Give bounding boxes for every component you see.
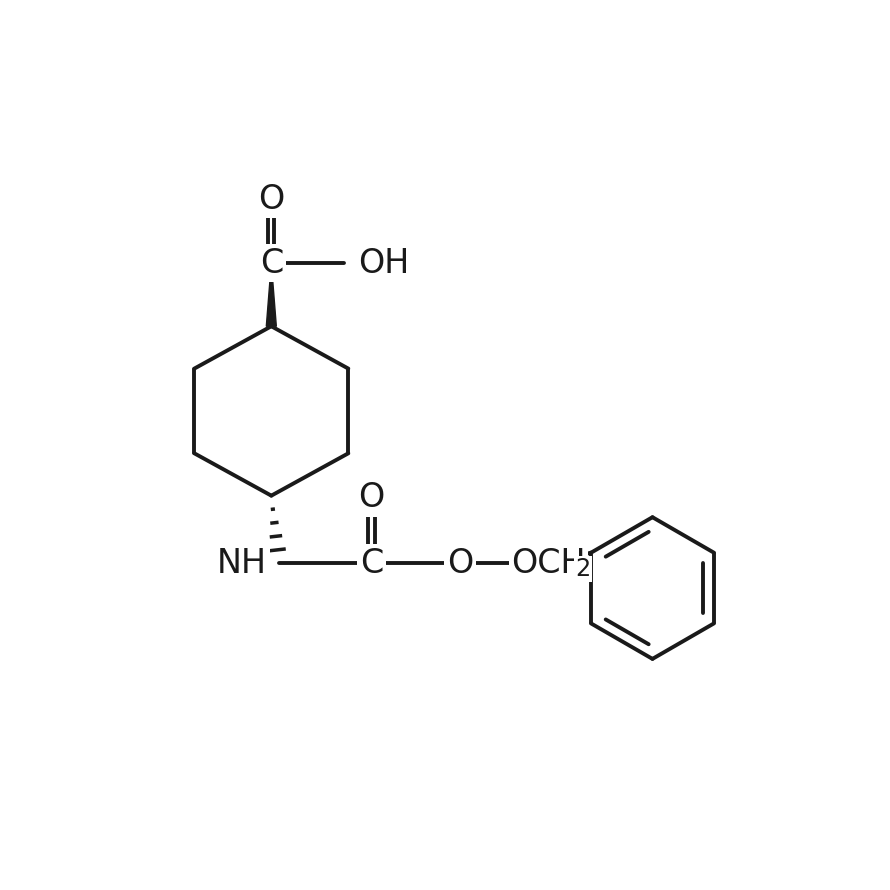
Text: OH: OH xyxy=(359,247,409,279)
Text: O: O xyxy=(359,481,384,514)
Text: C: C xyxy=(260,247,283,279)
Polygon shape xyxy=(266,263,276,327)
Text: C: C xyxy=(360,547,383,580)
Text: O: O xyxy=(258,182,285,215)
Text: OCH: OCH xyxy=(511,547,586,580)
Text: NH: NH xyxy=(217,547,267,580)
Text: 2: 2 xyxy=(576,557,591,581)
Text: O: O xyxy=(447,547,473,580)
